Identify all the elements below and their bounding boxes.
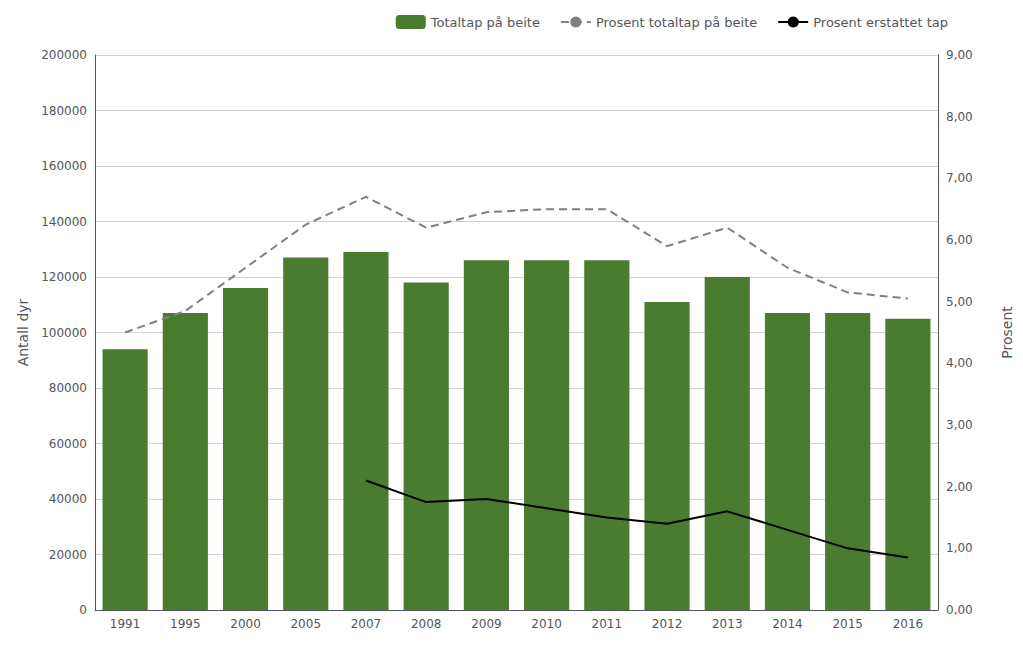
- svg-text:140000: 140000: [41, 215, 87, 229]
- svg-text:2016: 2016: [893, 617, 924, 631]
- svg-text:8,00: 8,00: [946, 110, 973, 124]
- svg-text:7,00: 7,00: [946, 171, 973, 185]
- svg-text:2,00: 2,00: [946, 480, 973, 494]
- svg-text:200000: 200000: [41, 48, 87, 62]
- svg-text:2009: 2009: [471, 617, 502, 631]
- svg-text:120000: 120000: [41, 270, 87, 284]
- svg-text:40000: 40000: [49, 492, 87, 506]
- svg-text:9,00: 9,00: [946, 48, 973, 62]
- svg-text:2011: 2011: [592, 617, 623, 631]
- svg-text:2014: 2014: [772, 617, 803, 631]
- svg-text:1991: 1991: [110, 617, 141, 631]
- svg-text:2010: 2010: [531, 617, 562, 631]
- svg-text:0,00: 0,00: [946, 603, 973, 617]
- svg-text:160000: 160000: [41, 159, 87, 173]
- svg-text:80000: 80000: [49, 381, 87, 395]
- svg-text:2007: 2007: [351, 617, 382, 631]
- svg-text:5,00: 5,00: [946, 295, 973, 309]
- svg-text:60000: 60000: [49, 437, 87, 451]
- svg-text:2005: 2005: [290, 617, 321, 631]
- svg-text:Prosent erstattet tap: Prosent erstattet tap: [813, 15, 948, 30]
- svg-text:2013: 2013: [712, 617, 743, 631]
- svg-text:20000: 20000: [49, 548, 87, 562]
- svg-text:100000: 100000: [41, 326, 87, 340]
- svg-text:0: 0: [79, 603, 87, 617]
- svg-text:2015: 2015: [832, 617, 863, 631]
- svg-text:2000: 2000: [230, 617, 261, 631]
- svg-text:Prosent totaltap på beite: Prosent totaltap på beite: [596, 15, 757, 30]
- svg-text:6,00: 6,00: [946, 233, 973, 247]
- svg-text:4,00: 4,00: [946, 356, 973, 370]
- svg-text:180000: 180000: [41, 104, 87, 118]
- svg-text:1,00: 1,00: [946, 541, 973, 555]
- svg-text:1995: 1995: [170, 617, 201, 631]
- svg-text:3,00: 3,00: [946, 418, 973, 432]
- svg-text:Prosent: Prosent: [999, 306, 1015, 359]
- svg-text:Antall dyr: Antall dyr: [15, 298, 31, 366]
- svg-text:2012: 2012: [652, 617, 683, 631]
- svg-text:2008: 2008: [411, 617, 442, 631]
- svg-text:Totaltap på beite: Totaltap på beite: [430, 15, 540, 30]
